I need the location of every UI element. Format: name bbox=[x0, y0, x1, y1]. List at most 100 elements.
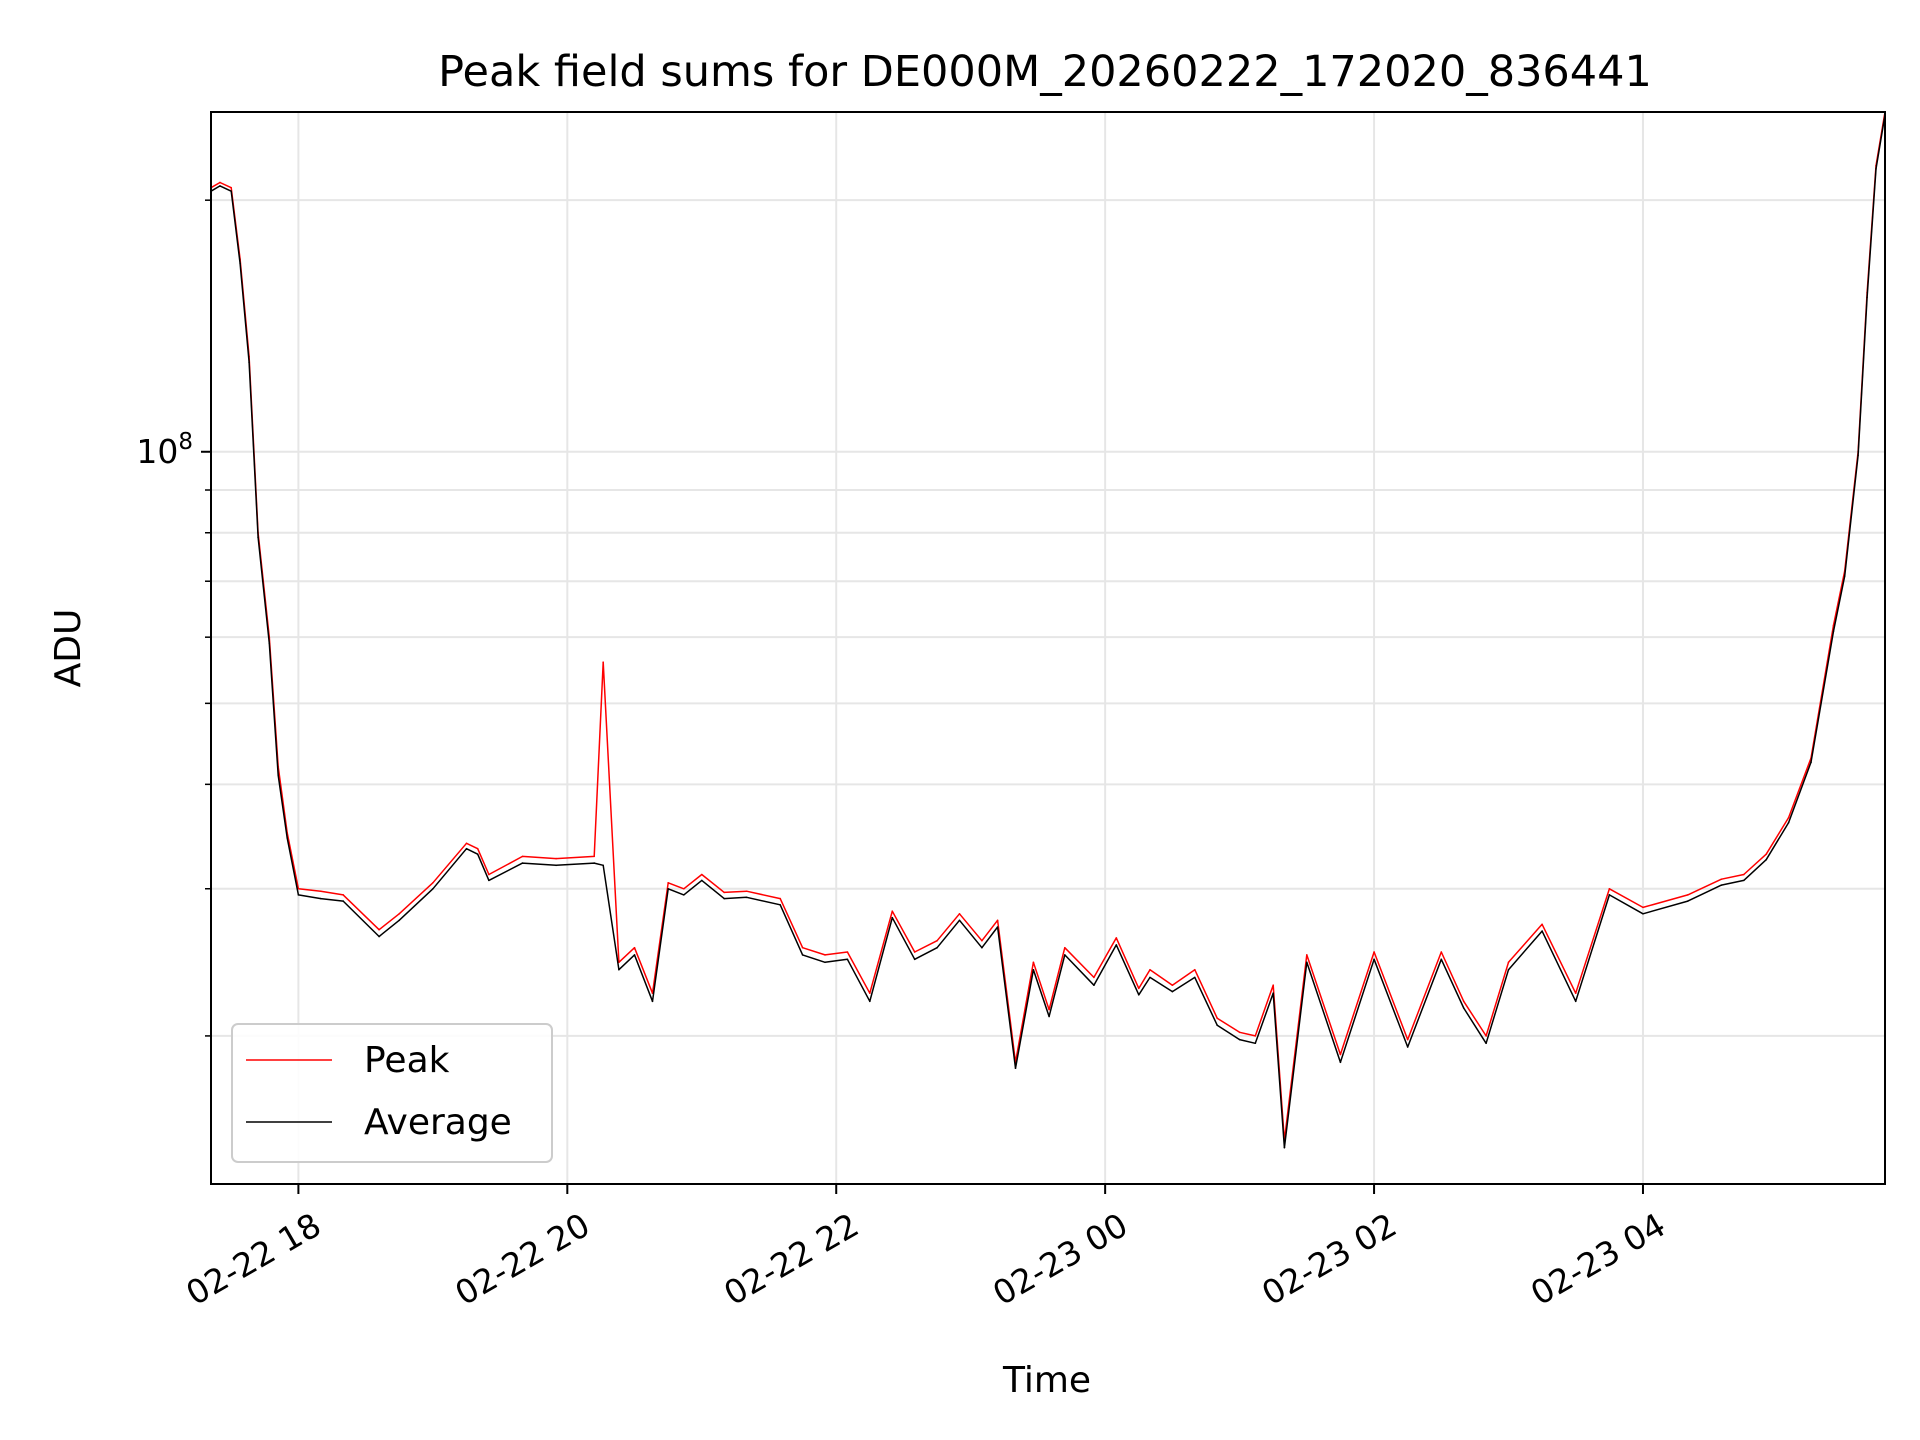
data-point-peak bbox=[801, 946, 804, 949]
data-point-average bbox=[268, 642, 271, 645]
data-point-average bbox=[230, 190, 232, 193]
data-point-peak bbox=[869, 992, 871, 994]
data-point-peak bbox=[1137, 987, 1140, 990]
data-point-average bbox=[432, 887, 434, 890]
data-point-average bbox=[602, 864, 604, 867]
data-point-peak bbox=[958, 912, 961, 915]
data-point-average bbox=[1810, 761, 1812, 764]
data-point-average bbox=[1686, 900, 1689, 902]
data-point-peak bbox=[913, 951, 916, 953]
data-point-peak bbox=[1787, 816, 1790, 819]
data-point-average bbox=[1193, 976, 1196, 979]
data-point-peak bbox=[1462, 1000, 1465, 1003]
data-point-average bbox=[1171, 990, 1174, 993]
data-point-average bbox=[667, 887, 669, 890]
data-point-average bbox=[378, 935, 380, 938]
data-point-average bbox=[1720, 884, 1723, 886]
data-point-average bbox=[1507, 968, 1510, 971]
data-point-average bbox=[1843, 575, 1846, 577]
data-point-average bbox=[996, 926, 999, 928]
data-point-average bbox=[521, 862, 524, 864]
data-point-average bbox=[1137, 993, 1140, 996]
series-line-average bbox=[210, 114, 1886, 1149]
data-point-average bbox=[1765, 858, 1768, 861]
data-point-peak bbox=[602, 661, 604, 664]
data-point-peak bbox=[1832, 624, 1835, 627]
data-point-average bbox=[745, 896, 748, 899]
data-point-average bbox=[1462, 1007, 1465, 1009]
data-point-average bbox=[1093, 984, 1095, 986]
data-point-average bbox=[1541, 930, 1543, 932]
data-point-peak bbox=[1406, 1038, 1409, 1041]
data-point-average bbox=[1283, 1146, 1286, 1149]
data-point-average bbox=[824, 961, 826, 964]
data-point-average bbox=[1608, 894, 1611, 896]
data-point-peak bbox=[432, 881, 434, 884]
data-point-peak bbox=[1440, 951, 1443, 953]
legend-box bbox=[231, 1023, 553, 1163]
data-point-peak bbox=[667, 881, 669, 884]
data-point-average bbox=[277, 774, 280, 777]
data-point-average bbox=[248, 361, 250, 363]
data-point-peak bbox=[700, 873, 703, 876]
chart-title: Peak field sums for DE000M_20260222_1720… bbox=[438, 47, 1652, 97]
data-point-peak bbox=[476, 847, 479, 850]
data-point-average bbox=[801, 954, 804, 956]
data-point-peak bbox=[1193, 968, 1196, 971]
data-point-peak bbox=[1216, 1017, 1218, 1020]
data-point-peak bbox=[398, 912, 401, 915]
data-point-average bbox=[286, 837, 288, 839]
data-point-average bbox=[958, 919, 961, 922]
data-point-peak bbox=[378, 928, 380, 931]
data-point-peak bbox=[342, 894, 345, 896]
data-point-peak bbox=[824, 954, 826, 956]
data-point-average bbox=[1306, 961, 1308, 964]
data-point-average bbox=[320, 897, 322, 900]
data-point-peak bbox=[593, 855, 596, 858]
data-point-average bbox=[1149, 976, 1151, 979]
data-point-average bbox=[1787, 821, 1790, 824]
data-point-average bbox=[476, 853, 479, 855]
data-point-peak bbox=[320, 890, 322, 892]
data-point-average bbox=[1485, 1042, 1487, 1045]
data-point-peak bbox=[683, 887, 685, 890]
data-point-peak bbox=[1093, 976, 1095, 979]
data-point-peak bbox=[891, 910, 894, 913]
data-point-average bbox=[846, 958, 849, 961]
data-point-average bbox=[1642, 912, 1644, 915]
data-point-average bbox=[465, 847, 468, 850]
data-point-peak bbox=[633, 946, 636, 949]
grid bbox=[211, 112, 1885, 1184]
data-point-peak bbox=[1686, 894, 1689, 896]
data-point-peak bbox=[555, 857, 557, 860]
data-point-average bbox=[593, 862, 596, 864]
data-point-peak bbox=[936, 939, 938, 942]
data-point-average bbox=[555, 864, 557, 867]
y-axis-title: ADU bbox=[48, 609, 89, 688]
series-layer bbox=[210, 111, 1886, 1149]
legend-label-average: Average bbox=[364, 1102, 512, 1143]
data-point-peak bbox=[745, 890, 748, 892]
data-point-peak bbox=[846, 951, 849, 953]
data-point-average bbox=[651, 1000, 654, 1003]
data-point-average bbox=[1064, 954, 1066, 956]
data-point-average bbox=[398, 919, 401, 922]
data-point-peak bbox=[1541, 923, 1543, 926]
data-point-average bbox=[1339, 1061, 1342, 1064]
x-axis-title: Time bbox=[1002, 1360, 1091, 1401]
data-point-average bbox=[869, 1000, 871, 1003]
data-point-average bbox=[1857, 454, 1859, 457]
data-point-peak bbox=[981, 939, 983, 942]
data-point-peak bbox=[1743, 873, 1745, 876]
y-tick-label: 108 bbox=[136, 429, 193, 471]
data-point-peak bbox=[488, 873, 490, 876]
data-point-average bbox=[723, 897, 725, 900]
data-point-average bbox=[1866, 296, 1868, 299]
data-point-average bbox=[488, 879, 490, 882]
data-point-peak bbox=[1306, 954, 1308, 956]
data-point-average bbox=[257, 536, 259, 539]
data-point-peak bbox=[1048, 1008, 1050, 1011]
data-point-average bbox=[342, 900, 345, 902]
